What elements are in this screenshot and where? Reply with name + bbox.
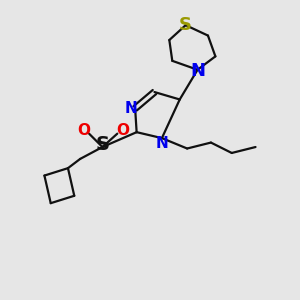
Text: S: S bbox=[95, 135, 110, 154]
Text: N: N bbox=[190, 62, 205, 80]
Text: O: O bbox=[116, 123, 129, 138]
Text: N: N bbox=[124, 101, 137, 116]
Text: O: O bbox=[77, 123, 90, 138]
Text: N: N bbox=[155, 136, 168, 151]
Text: S: S bbox=[179, 16, 192, 34]
